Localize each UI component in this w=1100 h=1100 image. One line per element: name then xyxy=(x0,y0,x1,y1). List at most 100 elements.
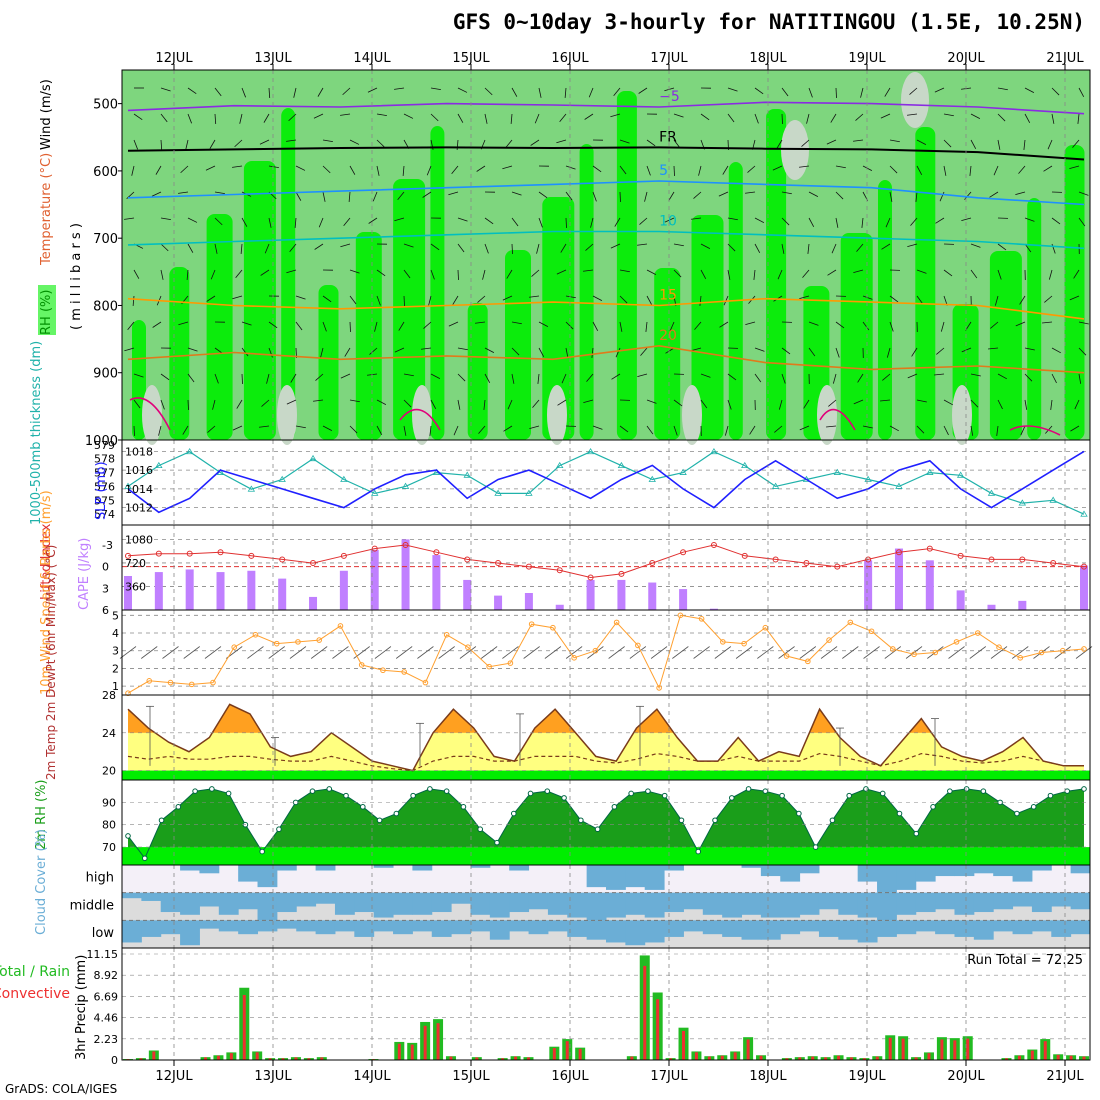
precip-convective-bar xyxy=(1030,1050,1034,1060)
wind-barb xyxy=(457,87,468,93)
thickness-axis-label: 1000-500mb thickness (dm) xyxy=(29,341,44,525)
wind-barb xyxy=(556,139,567,144)
wind-barb xyxy=(403,269,411,279)
wind-barb xyxy=(155,165,162,175)
cloud-middle-bar xyxy=(1070,892,1091,910)
cloud-low-bar xyxy=(625,920,646,946)
precip-convective-bar xyxy=(1082,1056,1086,1060)
precip-convective-bar xyxy=(901,1038,905,1060)
wind-barb xyxy=(478,425,486,434)
wind-barb xyxy=(698,165,702,176)
cloud-middle-bar xyxy=(896,892,917,915)
cloud-middle-bar xyxy=(509,892,530,913)
temp-tick-label: 24 xyxy=(102,727,116,740)
cape-bar xyxy=(339,570,348,610)
wind-barb xyxy=(565,217,567,229)
wind-barb xyxy=(529,425,540,429)
wind-barb xyxy=(185,139,189,150)
cloud-low-bar xyxy=(1070,920,1091,935)
precip-convective-bar xyxy=(824,1057,828,1060)
thickness-marker xyxy=(309,454,317,462)
wind-barb xyxy=(502,646,519,659)
wind-speed-marker xyxy=(358,662,365,668)
wind-barb xyxy=(295,425,306,429)
wind-barb xyxy=(141,646,158,659)
wind-barb xyxy=(340,113,351,116)
wind-barb xyxy=(511,243,513,255)
wind-barb xyxy=(426,165,432,176)
rh-high-streak xyxy=(616,91,637,440)
cloud-low-bar xyxy=(528,920,549,935)
wind-barb xyxy=(459,646,477,659)
rh-marker xyxy=(796,810,802,817)
wind-barb xyxy=(268,347,273,358)
rh-marker xyxy=(728,795,735,801)
wind-barb xyxy=(403,243,414,248)
wind-barb xyxy=(700,113,710,121)
rh-marker xyxy=(896,810,903,817)
wind-barb xyxy=(349,139,360,145)
wind-barb xyxy=(428,295,432,306)
precip-convective-bar xyxy=(578,1048,582,1060)
cloud-middle-bar xyxy=(780,892,801,918)
wind-barb xyxy=(806,113,810,124)
cloud-high-bar xyxy=(877,865,897,893)
rh-high-streak xyxy=(654,268,681,440)
wind-barb xyxy=(368,217,378,224)
wind-barb xyxy=(236,399,243,409)
wind-barb xyxy=(592,191,597,202)
cape-bar xyxy=(154,572,163,610)
wind-barb xyxy=(714,646,732,659)
wind-barb xyxy=(613,87,621,96)
cloud-middle-bar xyxy=(664,892,684,913)
lifted-index-marker xyxy=(525,563,532,570)
wind-barb xyxy=(417,646,434,659)
lifted-index-marker xyxy=(587,574,594,581)
wind-barb xyxy=(637,373,648,377)
wind-barb xyxy=(727,373,737,381)
thickness-marker xyxy=(987,489,996,496)
wind-barb xyxy=(322,295,332,303)
wind-barb xyxy=(510,113,513,124)
rh-marker xyxy=(594,826,601,833)
wind-barb xyxy=(990,321,999,329)
rh-marker xyxy=(762,788,769,794)
rh-marker xyxy=(829,817,836,824)
wind-barb xyxy=(619,269,630,273)
wind-barb xyxy=(719,321,729,328)
cloud-low-bar xyxy=(915,920,936,932)
wind-barb xyxy=(565,165,576,170)
precip-convective-bar xyxy=(630,1056,634,1060)
rh-low-patch xyxy=(781,120,809,180)
cloud-low-bar xyxy=(489,920,510,940)
precip-convective-bar xyxy=(552,1048,556,1060)
wind-barb xyxy=(394,347,405,353)
wind-barb xyxy=(560,243,567,253)
cloud-high-bar xyxy=(915,865,936,882)
wind-barb xyxy=(911,347,918,357)
cloud-high-bar xyxy=(315,865,336,871)
temp-axis-label: 2m Temp 2m DewPt (6hr Min/Max) (°C) xyxy=(44,545,58,780)
cloud-high-bar xyxy=(954,865,975,877)
wind-speed-marker xyxy=(316,637,323,643)
precip-convective-bar xyxy=(204,1057,208,1060)
wind-barb xyxy=(1012,646,1029,659)
cloud-low-bar xyxy=(935,920,955,935)
precip-convective-bar xyxy=(565,1041,569,1060)
lifted-index-marker xyxy=(926,545,933,552)
rh-marker xyxy=(410,792,416,799)
cloud-middle-bar xyxy=(954,892,975,915)
wind-barb xyxy=(268,646,285,659)
wind-barb xyxy=(1078,191,1089,196)
wind-barb xyxy=(403,399,412,408)
rh-high-streak xyxy=(840,233,873,440)
rh-marker xyxy=(645,788,651,794)
bottom-date-label: 12JUL xyxy=(155,1069,193,1084)
wind-barb xyxy=(996,425,999,436)
wind-barb xyxy=(293,87,297,98)
thickness-marker xyxy=(278,475,286,482)
lifted-index-marker xyxy=(834,563,841,570)
wind-barb xyxy=(532,399,540,408)
wind-barb xyxy=(349,321,351,333)
wind-barb xyxy=(376,399,387,405)
